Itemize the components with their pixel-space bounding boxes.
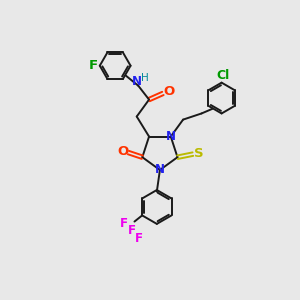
Text: N: N <box>155 164 165 176</box>
Text: S: S <box>194 147 204 160</box>
Text: N: N <box>132 75 142 88</box>
Text: F: F <box>89 59 98 72</box>
Text: F: F <box>135 232 143 245</box>
Text: O: O <box>118 145 129 158</box>
Text: N: N <box>166 130 176 143</box>
Text: F: F <box>120 217 128 230</box>
Text: O: O <box>164 85 175 98</box>
Text: F: F <box>128 224 135 237</box>
Text: Cl: Cl <box>217 69 230 82</box>
Text: H: H <box>141 73 148 83</box>
